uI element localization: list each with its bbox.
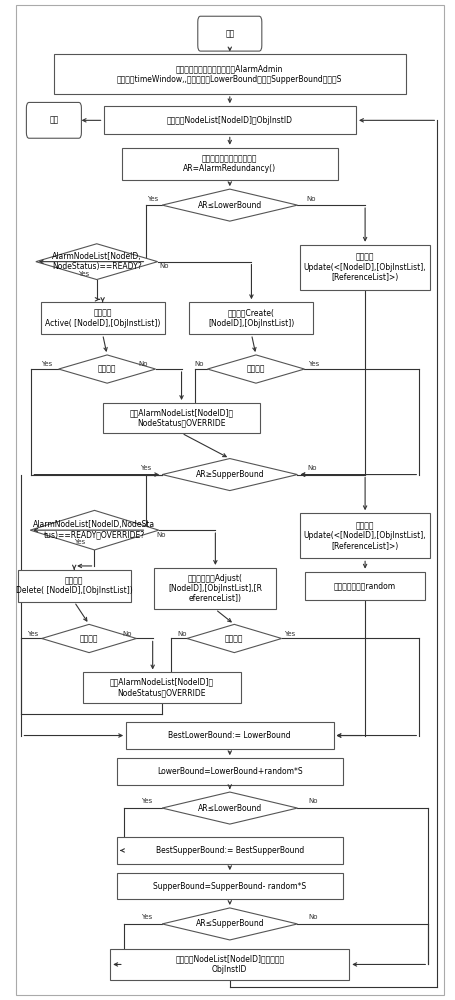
FancyBboxPatch shape — [189, 302, 313, 334]
FancyBboxPatch shape — [110, 949, 349, 980]
FancyBboxPatch shape — [102, 403, 260, 433]
Text: 更新操作
Update(<[NodeID],[ObjInstList],
[ReferenceList]>): 更新操作 Update(<[NodeID],[ObjInstList], [Re… — [303, 252, 425, 282]
Text: AlarmNodeList[NodeID,
NodeStatus)==READY?: AlarmNodeList[NodeID, NodeStatus)==READY… — [52, 252, 142, 271]
Text: No: No — [308, 798, 317, 804]
Text: 初始化动态配置警示数据结构AlarmAdmin
时间窗口timeWindow,,初始化下界LowerBound、上界SupperBound、步长S: 初始化动态配置警示数据结构AlarmAdmin 时间窗口timeWindow,,… — [117, 64, 342, 84]
FancyBboxPatch shape — [305, 572, 424, 600]
FancyBboxPatch shape — [40, 302, 164, 334]
Text: No: No — [138, 361, 147, 367]
Text: Yes: Yes — [40, 361, 52, 367]
Polygon shape — [162, 459, 297, 491]
Text: Yes: Yes — [27, 631, 38, 637]
Text: No: No — [156, 532, 166, 538]
Text: 参数调整操作Adjust(
[NodeID],[ObjInstList],[R
eferenceList]): 参数调整操作Adjust( [NodeID],[ObjInstList],[R … — [168, 574, 262, 603]
Text: 更新操作
Update(<[NodeID],[ObjInstList],
[ReferenceList]>): 更新操作 Update(<[NodeID],[ObjInstList], [Re… — [303, 521, 425, 551]
Text: BestSupperBound:= BestSupperBound: BestSupperBound:= BestSupperBound — [155, 846, 303, 855]
Polygon shape — [162, 908, 297, 940]
Text: No: No — [307, 465, 316, 471]
Text: Yes: Yes — [74, 539, 86, 545]
Text: No: No — [177, 631, 187, 637]
FancyBboxPatch shape — [126, 722, 333, 749]
Text: 删除成功: 删除成功 — [80, 634, 98, 643]
Text: AR≥SupperBound: AR≥SupperBound — [195, 470, 263, 479]
FancyBboxPatch shape — [154, 568, 276, 609]
Text: Yes: Yes — [307, 361, 318, 367]
FancyBboxPatch shape — [54, 54, 405, 94]
Polygon shape — [30, 510, 158, 550]
Polygon shape — [59, 355, 155, 383]
Text: Yes: Yes — [141, 914, 152, 920]
Text: 对于节点NodeList[NodeID]内的下一个
ObjInstID: 对于节点NodeList[NodeID]内的下一个 ObjInstID — [175, 955, 284, 974]
Text: AR≤LowerBound: AR≤LowerBound — [197, 804, 261, 813]
FancyBboxPatch shape — [121, 148, 337, 180]
FancyBboxPatch shape — [117, 837, 342, 864]
Polygon shape — [36, 244, 157, 280]
Text: 开始: 开始 — [225, 29, 234, 38]
Text: SupperBound=SupperBound- random*S: SupperBound=SupperBound- random*S — [153, 882, 306, 891]
FancyBboxPatch shape — [117, 758, 342, 785]
Text: 结束: 结束 — [49, 116, 58, 125]
FancyBboxPatch shape — [18, 570, 130, 602]
Text: AR≤SupperBound: AR≤SupperBound — [195, 919, 263, 928]
Text: BestLowerBound:= LowerBound: BestLowerBound:= LowerBound — [168, 731, 290, 740]
Polygon shape — [162, 792, 297, 824]
Text: 调整成功: 调整成功 — [225, 634, 243, 643]
Text: Yes: Yes — [77, 271, 89, 277]
Text: Yes: Yes — [140, 465, 151, 471]
Text: 生成一个随机数random: 生成一个随机数random — [334, 581, 395, 590]
Text: No: No — [194, 361, 203, 367]
Text: AlarmNodeList[NodeID,NodeSta
tus)==READY或OVERRIDE?: AlarmNodeList[NodeID,NodeSta tus)==READY… — [33, 520, 155, 540]
Text: No: No — [308, 914, 317, 920]
Text: 删除操作
Delete( [NodeID],[ObjInstList]): 删除操作 Delete( [NodeID],[ObjInstList]) — [16, 576, 132, 595]
Text: No: No — [306, 196, 315, 202]
Text: Yes: Yes — [283, 631, 295, 637]
FancyBboxPatch shape — [26, 102, 81, 138]
Text: Yes: Yes — [146, 196, 157, 202]
Text: No: No — [159, 263, 169, 269]
Text: Yes: Yes — [141, 798, 152, 804]
Text: LowerBound=LowerBound+random*S: LowerBound=LowerBound+random*S — [157, 767, 302, 776]
Text: 对于节点NodeList[NodeID]内ObjInstID: 对于节点NodeList[NodeID]内ObjInstID — [167, 116, 292, 125]
Polygon shape — [207, 355, 304, 383]
Text: 设定AlarmNodeList[NodeID]的
NodeStatus为OVERRIDE: 设定AlarmNodeList[NodeID]的 NodeStatus为OVER… — [129, 408, 233, 428]
Polygon shape — [187, 624, 281, 653]
FancyBboxPatch shape — [103, 106, 355, 134]
Text: 计算对象实例的预警冗余度
AR=AlarmRedundancy(): 计算对象实例的预警冗余度 AR=AlarmRedundancy() — [183, 154, 276, 173]
FancyBboxPatch shape — [83, 672, 240, 703]
Text: 创建操作Create(
[NodeID],[ObjInstList]): 创建操作Create( [NodeID],[ObjInstList]) — [208, 308, 294, 328]
FancyBboxPatch shape — [299, 245, 430, 290]
FancyBboxPatch shape — [117, 873, 342, 899]
Polygon shape — [42, 624, 136, 653]
Text: 激活操作
Active( [NodeID],[ObjInstList]): 激活操作 Active( [NodeID],[ObjInstList]) — [45, 308, 160, 328]
Text: No: No — [122, 631, 131, 637]
Text: AR≤LowerBound: AR≤LowerBound — [197, 201, 261, 210]
Text: 创建成功: 创建成功 — [246, 365, 265, 374]
FancyBboxPatch shape — [299, 513, 430, 558]
Text: 设定AlarmNodeList[NodeID]的
NodeStatus为OVERRIDE: 设定AlarmNodeList[NodeID]的 NodeStatus为OVER… — [109, 678, 213, 697]
Polygon shape — [162, 189, 297, 221]
Text: 激活成功: 激活成功 — [98, 365, 116, 374]
FancyBboxPatch shape — [197, 16, 261, 51]
